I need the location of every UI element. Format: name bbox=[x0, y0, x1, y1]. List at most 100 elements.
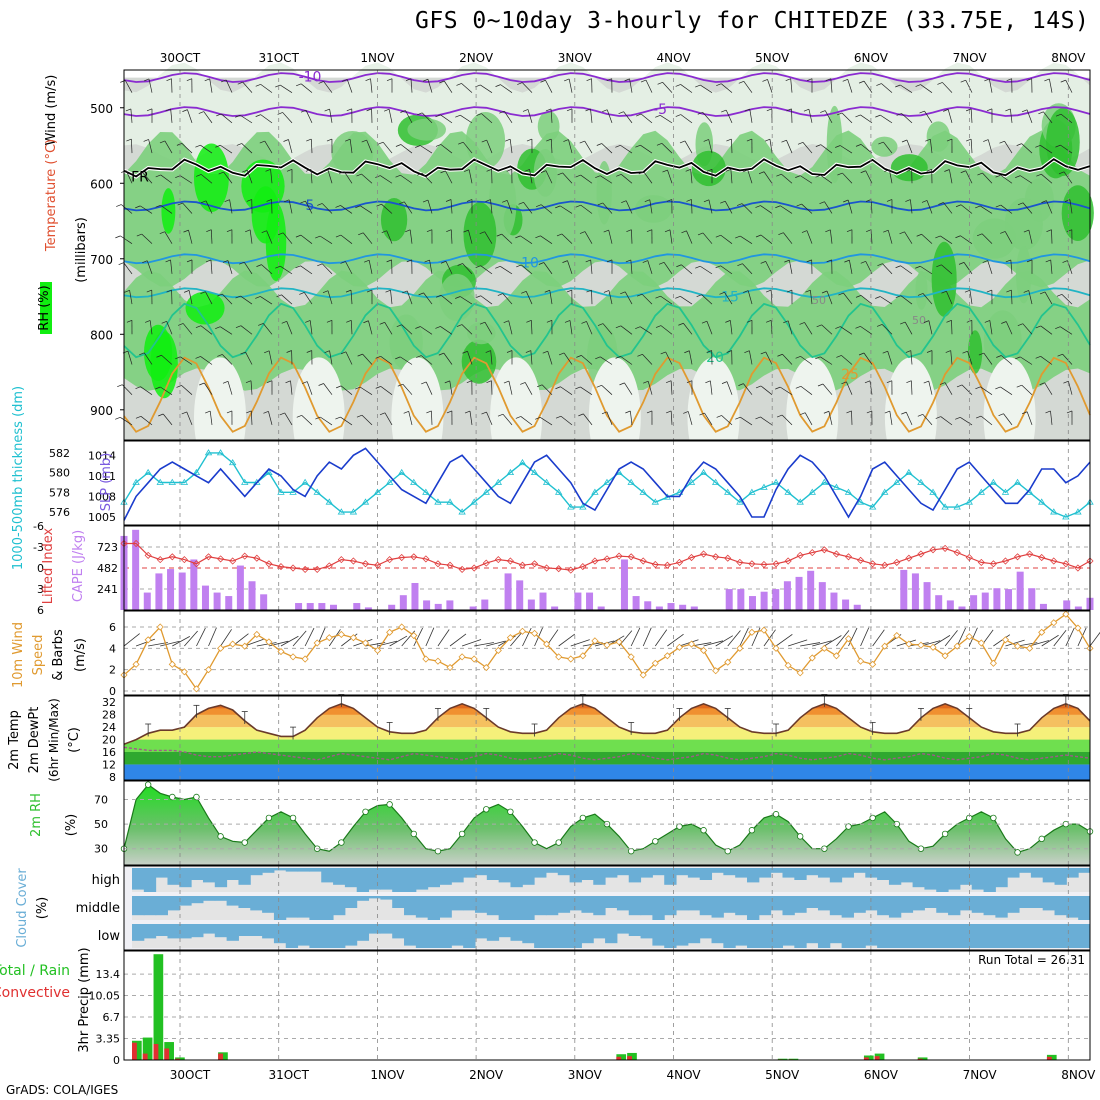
wind-barb bbox=[843, 292, 853, 305]
wind-barb bbox=[975, 415, 982, 419]
wind-barb bbox=[738, 80, 744, 84]
wind-barb bbox=[680, 84, 693, 93]
wind-speed-marker bbox=[736, 644, 744, 652]
wind-barb bbox=[758, 171, 765, 175]
dewpoint-line bbox=[123, 746, 1091, 761]
wind-barb bbox=[435, 294, 442, 298]
wind-barb bbox=[288, 139, 293, 154]
wind-barb bbox=[1005, 259, 1011, 263]
temperature-contour-label: 20 bbox=[706, 350, 724, 366]
wind-barb-10m bbox=[1041, 634, 1059, 647]
cape-bar bbox=[620, 559, 628, 610]
wind-barb bbox=[123, 262, 133, 275]
wind-barb bbox=[426, 410, 432, 414]
wind-barb bbox=[763, 171, 773, 184]
thickness-tick-label: 582 bbox=[49, 447, 70, 460]
thickness-marker bbox=[1074, 508, 1082, 515]
wind-barb-10m bbox=[280, 635, 299, 647]
cloud-bar bbox=[214, 924, 228, 938]
wind-barb bbox=[200, 291, 206, 295]
wind-barb bbox=[700, 84, 713, 93]
rh-blob bbox=[143, 324, 173, 381]
wind-barb bbox=[1005, 108, 1011, 112]
wind-speed-marker bbox=[772, 644, 780, 652]
wind-barb bbox=[240, 114, 253, 124]
wind-barb bbox=[121, 204, 133, 214]
wind-barb bbox=[188, 230, 193, 244]
wind-barb bbox=[120, 235, 133, 244]
wind-barb bbox=[155, 174, 161, 178]
wind-barb-10m bbox=[739, 627, 749, 647]
li-tick-label: -6 bbox=[33, 520, 44, 533]
wind-barb bbox=[340, 261, 346, 264]
wind-barb bbox=[736, 203, 743, 206]
bottom-date-label: 30OCT bbox=[170, 1068, 211, 1082]
wind-barb bbox=[740, 416, 753, 426]
cape-bar bbox=[946, 600, 954, 610]
thickness-marker bbox=[953, 503, 961, 510]
wind-speed-marker bbox=[361, 639, 370, 647]
wind-barb bbox=[703, 199, 710, 203]
wind-barb bbox=[266, 230, 273, 244]
thickness-marker bbox=[132, 478, 140, 485]
cloud-bar bbox=[344, 896, 358, 908]
cloud-bar bbox=[321, 896, 334, 920]
wind-barb bbox=[706, 350, 712, 353]
cloud-bar bbox=[534, 868, 547, 878]
wind-barb bbox=[456, 83, 462, 86]
wind-barb bbox=[427, 79, 433, 93]
wind-barb bbox=[218, 171, 224, 175]
wind-barb bbox=[381, 203, 393, 214]
slp-line bbox=[123, 447, 1091, 521]
wind-barb bbox=[550, 108, 553, 123]
wind-barb bbox=[397, 383, 403, 387]
wind-barb bbox=[540, 417, 553, 426]
wind-barb bbox=[368, 260, 373, 274]
wind-barb bbox=[1026, 109, 1033, 123]
wind-barb bbox=[730, 169, 733, 184]
wind-barb bbox=[408, 411, 413, 425]
wind-speed-marker bbox=[615, 638, 623, 646]
wind-barb bbox=[357, 353, 363, 357]
cloud-bar bbox=[735, 868, 748, 878]
rh2m-marker bbox=[990, 814, 997, 822]
rh2m-marker bbox=[483, 806, 490, 813]
wind-barb bbox=[456, 324, 463, 327]
wind-barb bbox=[535, 204, 542, 207]
wind-barb bbox=[560, 415, 573, 426]
wind-barb bbox=[326, 319, 333, 323]
wind-speed-marker bbox=[518, 627, 527, 635]
rh-blob bbox=[380, 197, 408, 242]
wind-speed-marker bbox=[784, 661, 792, 669]
cape-bar bbox=[632, 596, 640, 610]
lifted-index-marker bbox=[687, 553, 696, 562]
cloud-bar bbox=[723, 896, 736, 913]
wind-barb bbox=[643, 171, 653, 184]
cloud-bar bbox=[711, 924, 724, 944]
wind-barb bbox=[464, 410, 471, 414]
cloud-bar bbox=[1066, 868, 1079, 878]
wind-barb bbox=[137, 172, 143, 176]
wind-barb bbox=[362, 353, 373, 365]
lifted-index-marker bbox=[989, 560, 997, 568]
wind-barb bbox=[945, 350, 951, 353]
wind-barb bbox=[801, 230, 808, 233]
wind-speed-marker bbox=[313, 639, 321, 647]
wind-barb bbox=[625, 259, 631, 263]
cloud-bar bbox=[404, 924, 417, 946]
wind-speed-marker bbox=[989, 659, 997, 667]
wind-barb bbox=[800, 385, 813, 395]
wind-barb bbox=[942, 82, 953, 93]
cloud-bar bbox=[924, 924, 937, 948]
wind-barb bbox=[445, 199, 452, 202]
wind-barb bbox=[517, 82, 523, 85]
wind-barb bbox=[164, 231, 173, 244]
thickness-marker bbox=[446, 498, 454, 505]
wind-barb bbox=[170, 108, 173, 123]
wind-barb bbox=[586, 321, 593, 335]
lifted-index-marker bbox=[144, 551, 152, 559]
cloud-bar bbox=[1019, 896, 1032, 908]
wind-barb bbox=[830, 78, 833, 93]
cape-bar bbox=[981, 592, 989, 610]
wind-barb bbox=[747, 169, 753, 184]
